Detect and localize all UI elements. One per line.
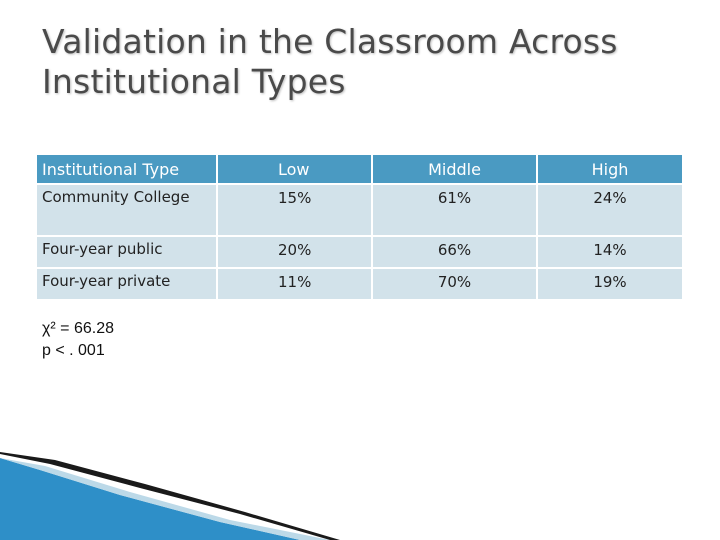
header-middle: Middle (372, 155, 538, 184)
swoosh-dark (0, 452, 340, 540)
table-row: Four-year public 20% 66% 14% (37, 235, 684, 268)
header-high: High (537, 155, 684, 184)
cell-middle: 70% (372, 267, 538, 299)
cell-low: 15% (217, 183, 373, 236)
p-value: p < . 001 (42, 342, 105, 359)
table-row: Community College 15% 61% 24% (37, 183, 684, 236)
row-label: Four-year private (37, 267, 218, 299)
title-line-2: Institutional Types (42, 62, 346, 101)
table-header-row: Institutional Type Low Middle High (37, 155, 684, 184)
title-line-1: Validation in the Classroom Across (42, 22, 618, 61)
swoosh-blue (0, 458, 300, 540)
cell-middle: 66% (372, 235, 538, 268)
cell-high: 24% (537, 183, 684, 236)
statistics-note: χ² = 66.28 p < . 001 (42, 318, 114, 362)
row-label: Community College (37, 183, 218, 236)
validation-table: Institutional Type Low Middle High Commu… (37, 155, 684, 299)
cell-middle: 61% (372, 183, 538, 236)
table-row: Four-year private 11% 70% 19% (37, 267, 684, 299)
slide-title: Validation in the Classroom Across Insti… (42, 22, 702, 102)
cell-high: 14% (537, 235, 684, 268)
chi-square-value: χ² = 66.28 (42, 320, 114, 337)
cell-high: 19% (537, 267, 684, 299)
header-institutional-type: Institutional Type (37, 155, 218, 184)
cell-low: 11% (217, 267, 373, 299)
cell-low: 20% (217, 235, 373, 268)
swoosh-light (0, 458, 330, 540)
header-low: Low (217, 155, 373, 184)
row-label: Four-year public (37, 235, 218, 268)
decorative-swoosh (0, 452, 340, 540)
